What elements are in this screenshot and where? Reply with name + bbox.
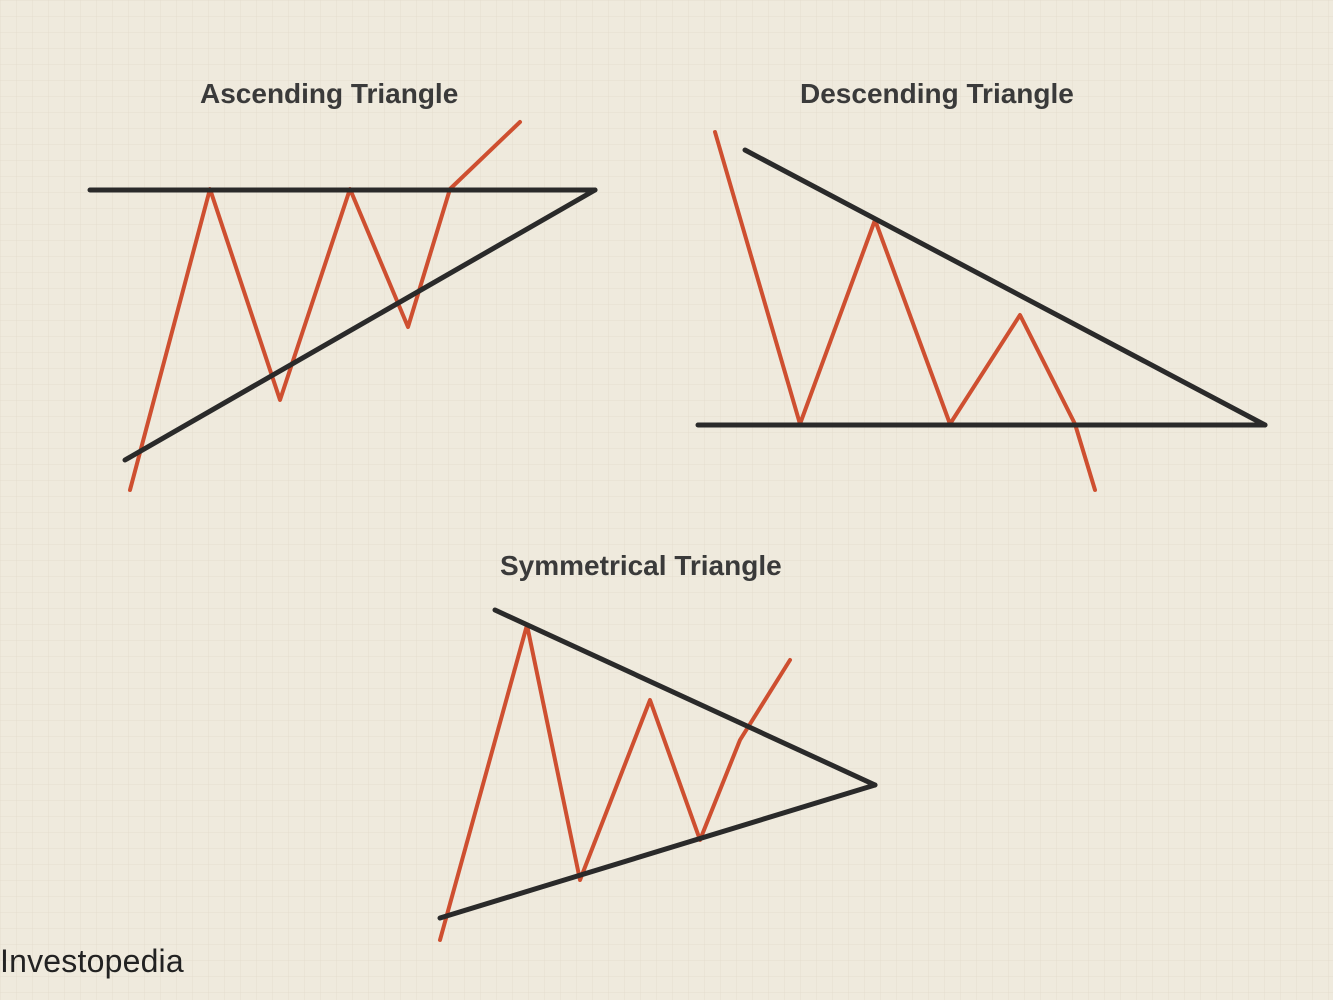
descending-triangle-title: Descending Triangle	[800, 78, 1074, 110]
symmetrical-triangle-title: Symmetrical Triangle	[500, 550, 782, 582]
diagram-lines	[0, 0, 1333, 1000]
attribution-text: Investopedia	[0, 943, 184, 980]
diagram-canvas: Ascending Triangle Descending Triangle S…	[0, 0, 1333, 1000]
ascending-triangle-title: Ascending Triangle	[200, 78, 458, 110]
